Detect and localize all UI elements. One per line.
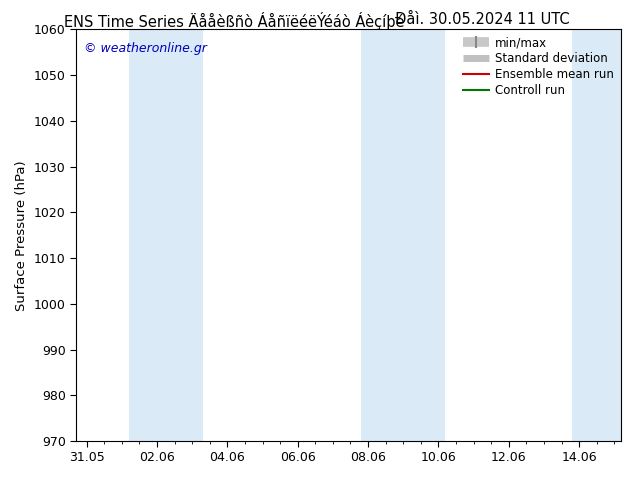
Bar bbox=[129, 29, 203, 441]
Text: © weatheronline.gr: © weatheronline.gr bbox=[84, 42, 207, 55]
Y-axis label: Surface Pressure (hPa): Surface Pressure (hPa) bbox=[15, 160, 29, 311]
Bar bbox=[572, 29, 621, 441]
Text: Ðåì. 30.05.2024 11 UTC: Ðåì. 30.05.2024 11 UTC bbox=[394, 12, 569, 27]
Text: ENS Time Series Äååèßñò ÁåñïëéëÝéáò Áèçíþé: ENS Time Series Äååèßñò ÁåñïëéëÝéáò Áèçí… bbox=[64, 12, 405, 30]
Legend: min/max, Standard deviation, Ensemble mean run, Controll run: min/max, Standard deviation, Ensemble me… bbox=[459, 32, 619, 102]
Bar bbox=[361, 29, 446, 441]
